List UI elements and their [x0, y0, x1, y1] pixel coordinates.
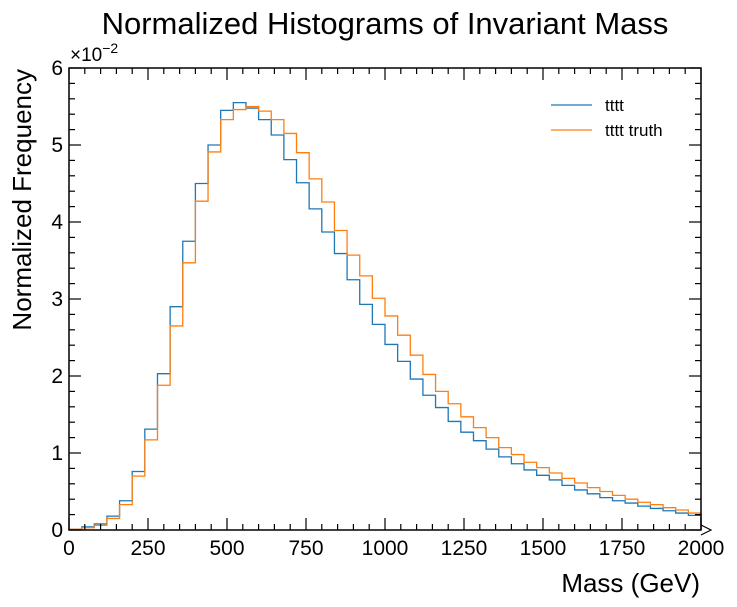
x-tick-label: 1750 [599, 537, 646, 560]
x-tick-label: 500 [209, 537, 244, 560]
plot-frame [68, 67, 702, 531]
y-tick-label: 4 [51, 211, 63, 234]
x-tick-label: 250 [130, 537, 165, 560]
y-axis-scale-label: ×10−2 [70, 40, 118, 66]
legend-label-tttt: tttt [605, 96, 624, 115]
axis-ticks-group: 0 250 500 750 1000 1250 1500 1750 2000 0 1 2 3 4 5 6 [51, 57, 724, 560]
y-tick-label: 3 [51, 288, 63, 311]
chart-title: Normalized Histograms of Invariant Mass [102, 6, 669, 41]
y-tick-label: 2 [51, 365, 63, 388]
x-axis-label: Mass (GeV) [561, 568, 700, 598]
x-axis-arrow-icon [700, 524, 713, 536]
x-tick-label: 750 [288, 537, 323, 560]
legend-label-tttt-truth: tttt truth [605, 121, 663, 140]
y-tick-label: 6 [51, 57, 63, 80]
x-tick-label: 1000 [362, 537, 409, 560]
histogram-series-tttt-truth [68, 105, 702, 530]
y-axis-label: Normalized Frequency [7, 69, 37, 331]
histogram-series-tttt [68, 102, 702, 530]
x-tick-label: 1250 [441, 537, 488, 560]
x-tick-label: 0 [63, 537, 75, 560]
legend: tttt tttt truth [551, 96, 663, 140]
y-tick-label: 1 [51, 442, 63, 465]
y-tick-label: 5 [51, 134, 63, 157]
y-tick-label: 0 [51, 519, 63, 542]
y-axis-scale-exponent: −2 [102, 40, 118, 56]
x-tick-label: 2000 [678, 537, 725, 560]
x-tick-label: 1500 [520, 537, 567, 560]
y-axis-scale-base: ×10 [70, 45, 102, 66]
histogram-series-group [68, 102, 702, 530]
